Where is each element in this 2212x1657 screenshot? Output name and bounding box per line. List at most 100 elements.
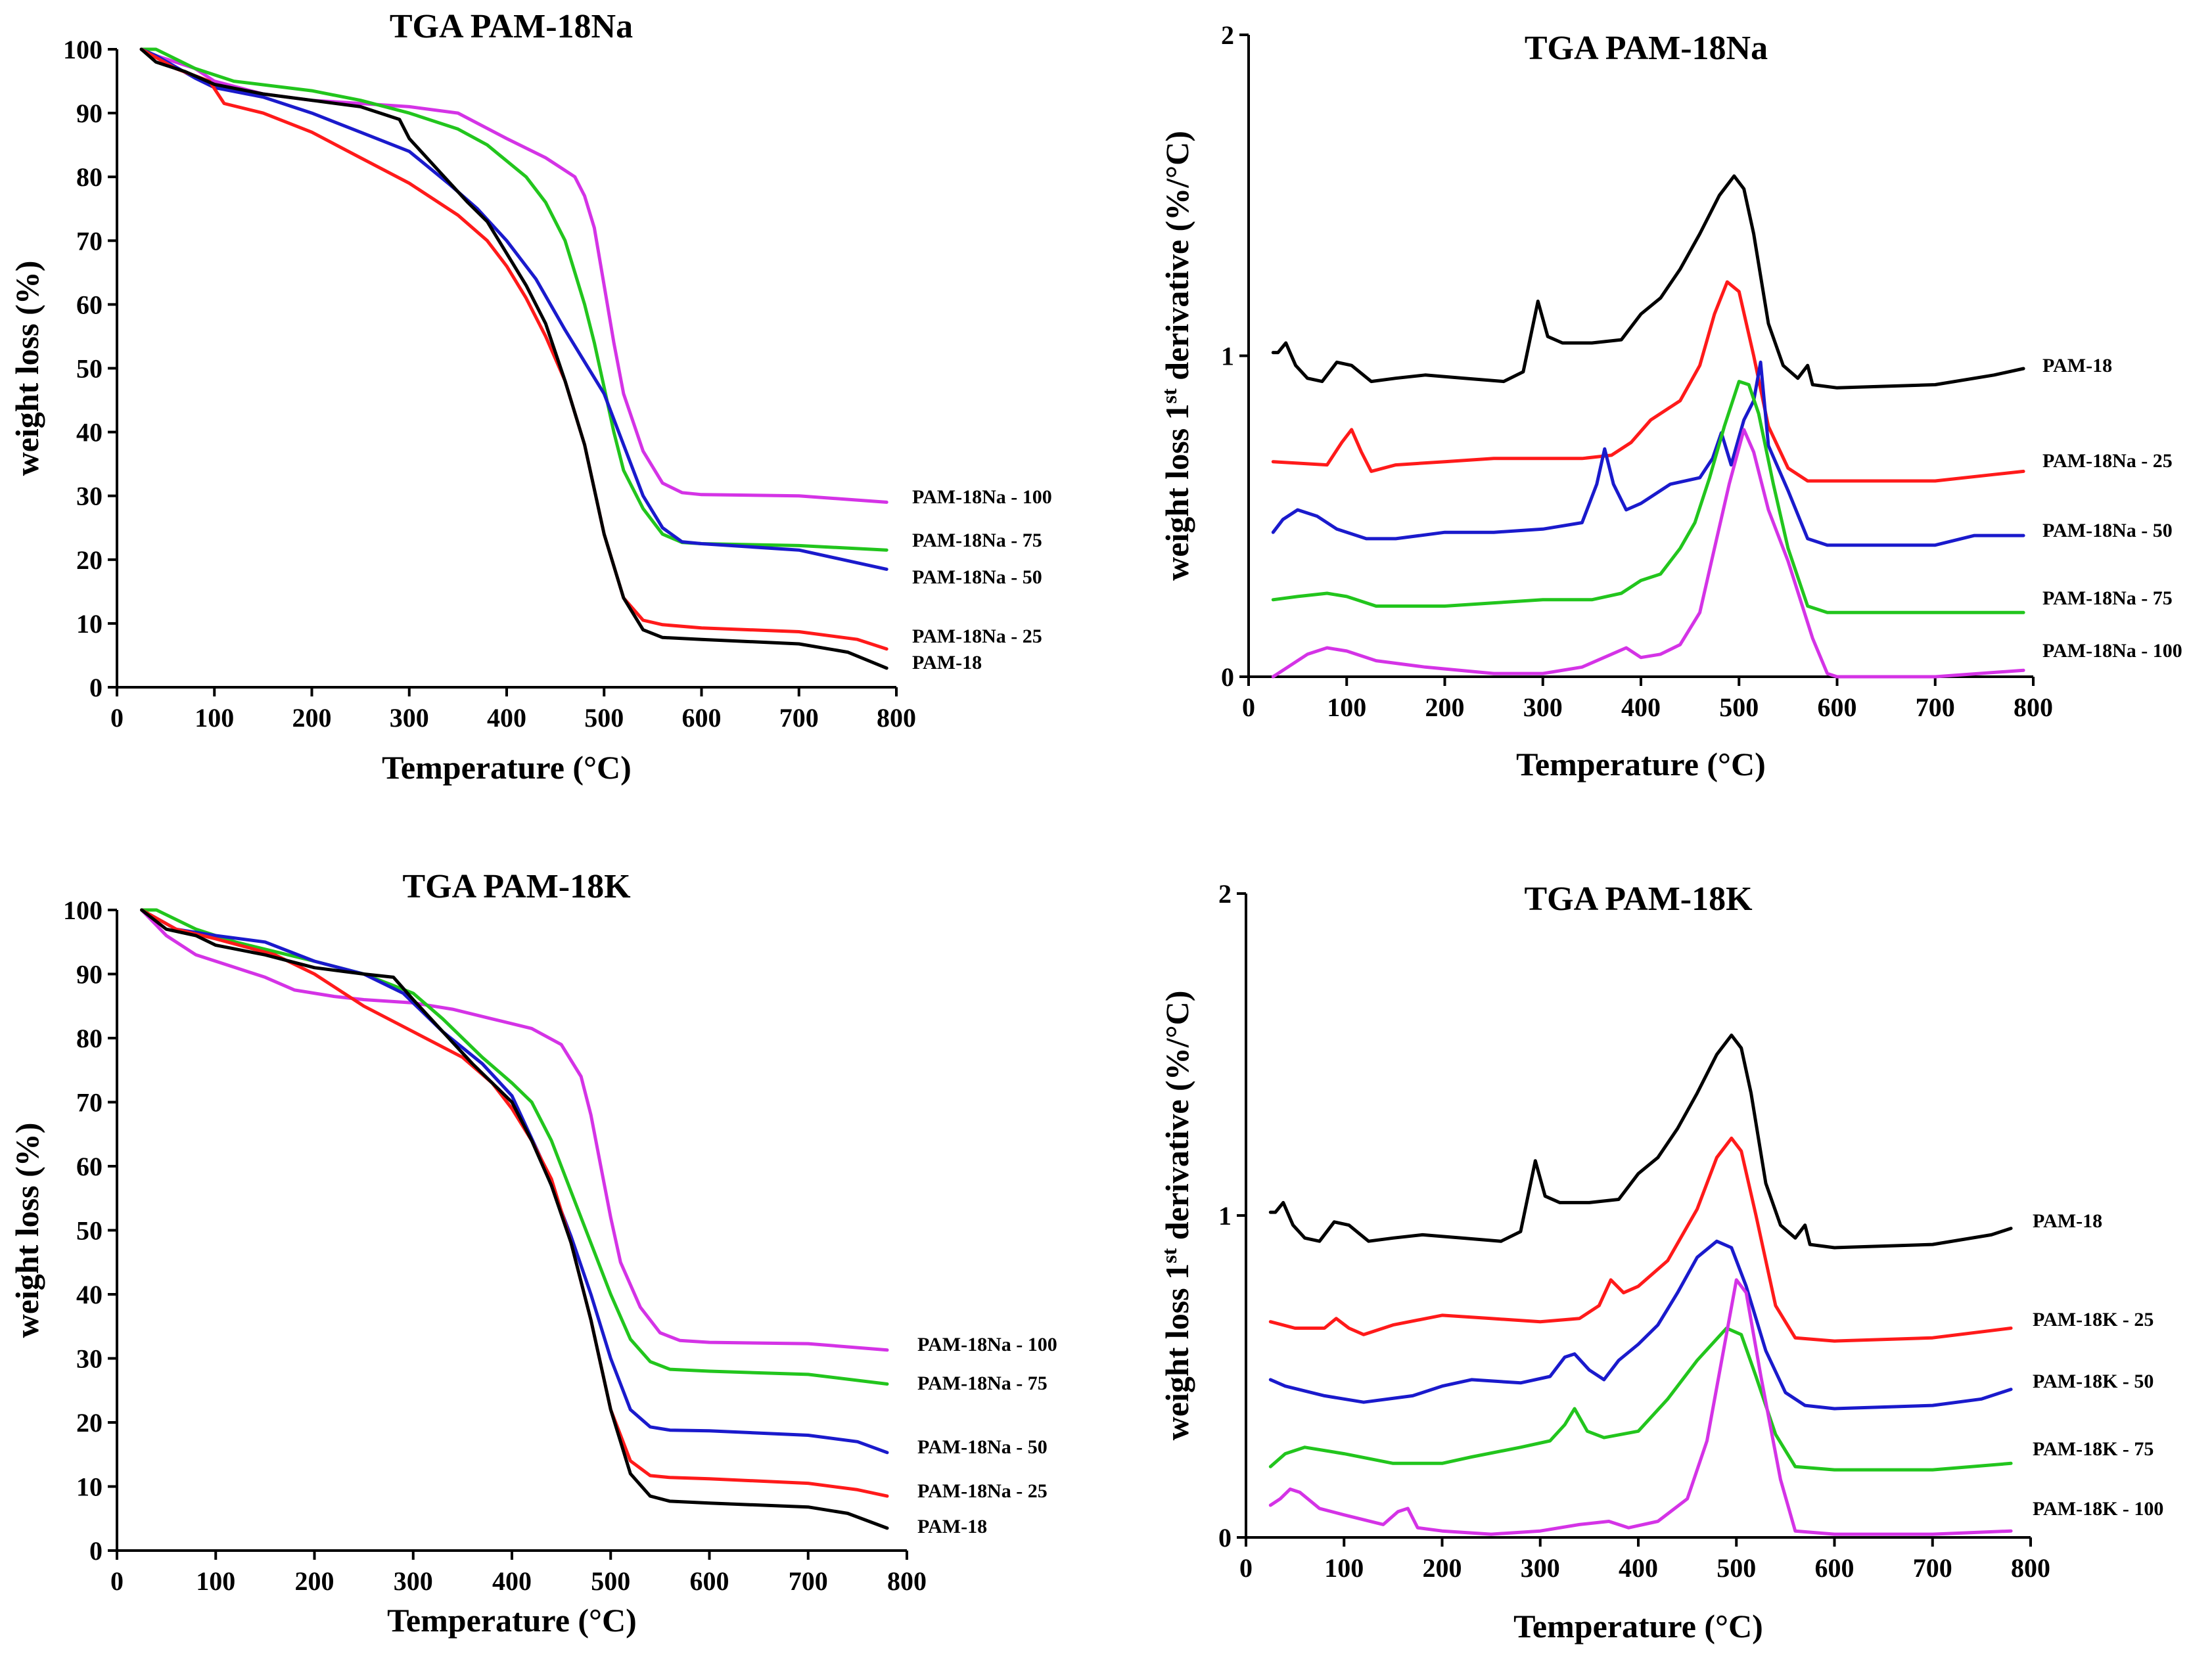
series-line-pam-18na-25 bbox=[1271, 280, 2025, 483]
chart-title: TGA PAM-18K bbox=[402, 868, 631, 905]
x-tick-label: 700 bbox=[1916, 692, 1955, 722]
x-tick-label: 600 bbox=[690, 1566, 729, 1596]
x-tick-label: 700 bbox=[779, 703, 819, 733]
y-tick-label: 1 bbox=[1218, 1201, 1232, 1231]
x-tick-label: 600 bbox=[682, 703, 722, 733]
series-line-pam-18na-50 bbox=[139, 47, 888, 571]
series-line-pam-18k-100 bbox=[1268, 1278, 2013, 1536]
series-label: PAM-18Na - 50 bbox=[912, 566, 1042, 588]
series-line-pam-18na-75 bbox=[140, 908, 889, 1386]
series-label: PAM-18 bbox=[912, 652, 982, 673]
x-axis-label: Temperature (°C) bbox=[1516, 746, 1766, 783]
series-line-pam-18na-100 bbox=[1271, 428, 2025, 679]
x-tick-label: 400 bbox=[487, 703, 526, 733]
chart-title: TGA PAM-18Na bbox=[390, 8, 633, 45]
y-tick-label: 0 bbox=[1221, 662, 1234, 692]
series-line-pam-18na-25 bbox=[140, 908, 889, 1498]
x-tick-label: 0 bbox=[110, 1566, 124, 1596]
y-tick-label: 40 bbox=[76, 1280, 103, 1309]
y-tick-label: 50 bbox=[76, 354, 103, 384]
x-tick-label: 600 bbox=[1815, 1553, 1855, 1583]
series-line-pam-18k-75 bbox=[1268, 1327, 2013, 1472]
x-tick-label: 400 bbox=[1621, 692, 1661, 722]
series-label: PAM-18Na - 25 bbox=[2042, 450, 2173, 472]
x-tick-label: 700 bbox=[789, 1566, 828, 1596]
series-label: PAM-18Na - 25 bbox=[917, 1480, 1048, 1502]
chart-tga-na: TGA PAM-18Na 0 100 200 300 400 500 600 700 800 0 10… bbox=[9, 8, 1052, 786]
chart-title: TGA PAM-18K bbox=[1524, 880, 1753, 918]
x-tick-label: 700 bbox=[1913, 1553, 1952, 1583]
series-label: PAM-18 bbox=[2042, 355, 2112, 376]
y-tick-label: 100 bbox=[63, 35, 103, 64]
series-label: PAM-18 bbox=[917, 1516, 987, 1537]
series-label: PAM-18Na - 100 bbox=[912, 486, 1052, 508]
y-tick-label: 60 bbox=[76, 1152, 103, 1181]
y-tick-label: 80 bbox=[76, 162, 103, 192]
y-tick-label: 30 bbox=[76, 1344, 103, 1374]
x-tick-label: 200 bbox=[1425, 692, 1465, 722]
series-line-pam-18na-25 bbox=[139, 47, 888, 651]
x-tick-label: 500 bbox=[591, 1566, 630, 1596]
series-label: PAM-18K - 50 bbox=[2033, 1371, 2154, 1392]
y-tick-label: 70 bbox=[76, 1088, 103, 1118]
x-axis-label: Temperature (°C) bbox=[382, 749, 632, 786]
series-label: PAM-18Na - 75 bbox=[912, 530, 1042, 551]
series-line-pam-18na-75 bbox=[139, 47, 888, 552]
y-tick-label: 2 bbox=[1218, 879, 1232, 909]
y-tick-label: 50 bbox=[76, 1216, 103, 1246]
x-tick-label: 200 bbox=[1423, 1553, 1462, 1583]
x-tick-label: 300 bbox=[1523, 692, 1563, 722]
series-label: PAM-18Na - 25 bbox=[912, 625, 1042, 647]
y-tick-label: 80 bbox=[76, 1024, 103, 1053]
y-tick-label: 10 bbox=[76, 1472, 103, 1502]
series-label: PAM-18Na - 75 bbox=[917, 1373, 1048, 1394]
x-axis-label: Temperature (°C) bbox=[1513, 1608, 1763, 1645]
series-line-pam-18na-50 bbox=[1271, 360, 2025, 547]
x-tick-label: 800 bbox=[887, 1566, 927, 1596]
series-label: PAM-18Na - 100 bbox=[2042, 640, 2182, 662]
y-tick-label: 30 bbox=[76, 482, 103, 511]
y-tick-label: 20 bbox=[76, 545, 103, 575]
series-label: PAM-18K - 100 bbox=[2033, 1498, 2163, 1520]
x-tick-label: 800 bbox=[2011, 1553, 2050, 1583]
chart-dtg-na: TGA PAM-18Na 0 100 200 300 400 500 600 700 800 0 1 2… bbox=[1157, 20, 2182, 783]
y-tick-label: 2 bbox=[1221, 20, 1234, 50]
y-tick-label: 10 bbox=[76, 609, 103, 639]
y-tick-label: 0 bbox=[1218, 1523, 1232, 1553]
x-axis-label: Temperature (°C) bbox=[387, 1602, 637, 1639]
x-tick-label: 100 bbox=[195, 703, 234, 733]
x-tick-label: 400 bbox=[1619, 1553, 1658, 1583]
series-line-pam-18na-100 bbox=[140, 908, 889, 1352]
series-label: PAM-18Na - 100 bbox=[917, 1334, 1057, 1355]
series-line-pam-18 bbox=[139, 47, 888, 670]
x-tick-label: 0 bbox=[1242, 692, 1255, 722]
x-tick-label: 200 bbox=[292, 703, 332, 733]
chart-dtg-k: TGA PAM-18K 0 100 200 300 400 500 600 700 800 0 1 2 T… bbox=[1157, 879, 2163, 1645]
x-tick-label: 100 bbox=[196, 1566, 235, 1596]
x-tick-label: 500 bbox=[1719, 692, 1759, 722]
series-label: PAM-18Na - 50 bbox=[917, 1436, 1048, 1458]
y-tick-label: 0 bbox=[89, 673, 103, 702]
y-tick-label: 70 bbox=[76, 226, 103, 256]
y-tick-label: 0 bbox=[89, 1536, 103, 1566]
series-label: PAM-18 bbox=[2033, 1210, 2102, 1232]
y-tick-label: 90 bbox=[76, 99, 103, 128]
series-line-pam-18k-25 bbox=[1268, 1136, 2013, 1343]
x-tick-label: 0 bbox=[110, 703, 124, 733]
x-tick-label: 500 bbox=[584, 703, 624, 733]
x-tick-label: 200 bbox=[295, 1566, 334, 1596]
x-tick-label: 0 bbox=[1239, 1553, 1253, 1583]
series-line-pam-18 bbox=[140, 908, 889, 1530]
y-axis-label: weight loss (%) bbox=[9, 1123, 45, 1338]
series-line-pam-18 bbox=[1271, 174, 2025, 390]
series-line-pam-18 bbox=[1268, 1033, 2013, 1250]
x-tick-label: 100 bbox=[1327, 692, 1366, 722]
y-tick-label: 60 bbox=[76, 290, 103, 319]
y-tick-label: 20 bbox=[76, 1408, 103, 1438]
y-axis-label: weight loss 1st derivative (%/°C) bbox=[1157, 131, 1195, 581]
series-line-pam-18na-50 bbox=[140, 908, 889, 1455]
series-line-pam-18k-50 bbox=[1268, 1239, 2013, 1411]
x-tick-label: 800 bbox=[2014, 692, 2053, 722]
x-tick-label: 100 bbox=[1324, 1553, 1364, 1583]
